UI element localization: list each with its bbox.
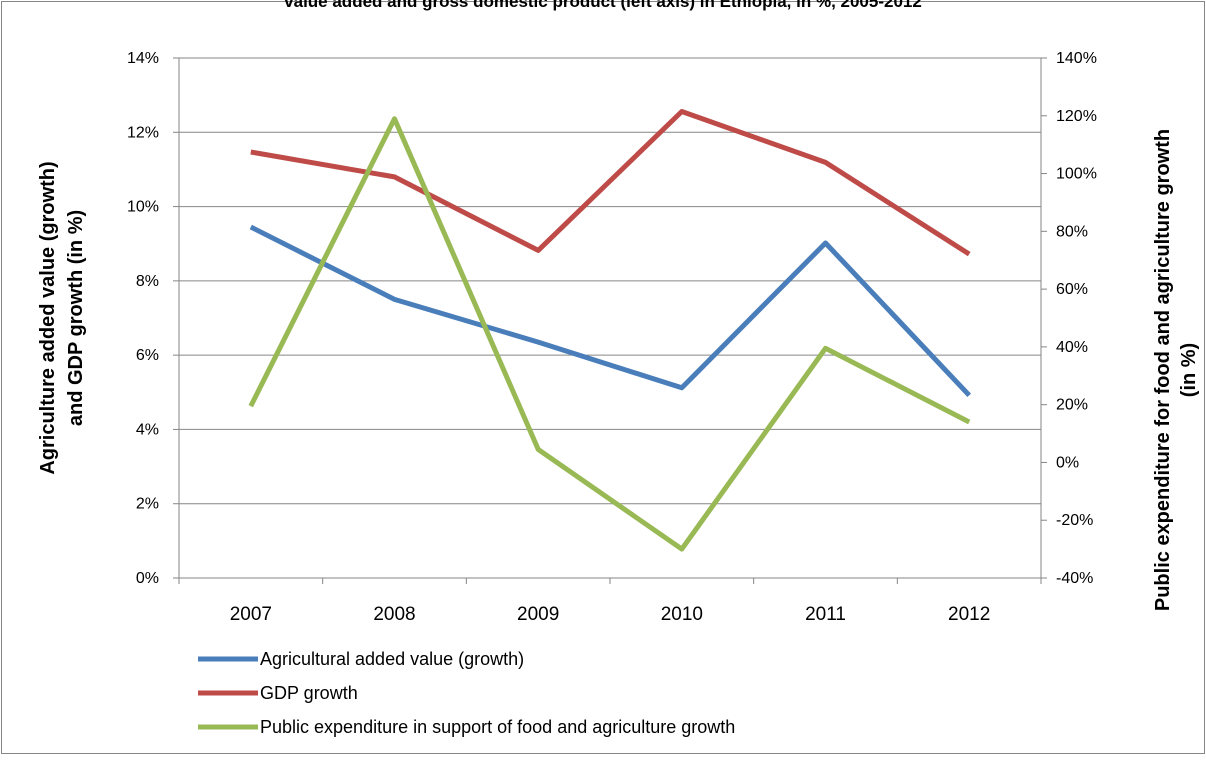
x-axis-tick-label: 2012 bbox=[948, 604, 990, 625]
gridlines bbox=[179, 57, 1041, 505]
right-axis-title-line: Public expenditure for food and agricult… bbox=[1152, 129, 1174, 611]
legend-label: GDP growth bbox=[260, 683, 358, 703]
right-axis-tick-label: 40% bbox=[1056, 339, 1088, 356]
left-axis-tick-label: 4% bbox=[136, 421, 159, 438]
right-axis-tick-label: -40% bbox=[1056, 570, 1093, 587]
left-axis-tick-label: 2% bbox=[136, 496, 159, 513]
x-axis-tick-label: 2009 bbox=[517, 604, 559, 625]
left-axis-tick-label: 0% bbox=[136, 570, 159, 587]
axes: 0% 2% 4% 6% 8% 10% 12% 14% -40% -20% 0% 20% 40% 60% 80… bbox=[37, 50, 1200, 625]
right-axis-tick-label: 120% bbox=[1056, 108, 1097, 125]
right-axis-tick-label: 100% bbox=[1056, 166, 1097, 183]
x-axis-tick-label: 2011 bbox=[805, 604, 846, 625]
left-axis-tick-label: 12% bbox=[127, 124, 159, 141]
legend-label: Agricultural added value (growth) bbox=[260, 649, 524, 669]
series-line-2 bbox=[250, 109, 971, 257]
x-axis-tick-label: 2007 bbox=[230, 604, 272, 625]
chart-title: value added and gross domestic product (… bbox=[284, 0, 922, 11]
right-axis-tick-label: 80% bbox=[1056, 223, 1088, 240]
left-axis-tick-label: 6% bbox=[136, 347, 159, 364]
series-line-1 bbox=[249, 224, 972, 398]
legend: Agricultural added value (growth) GDP gro… bbox=[198, 649, 735, 737]
right-axis-tick-label: 140% bbox=[1056, 50, 1097, 67]
x-axis-tick-label: 2008 bbox=[373, 604, 415, 625]
right-axis-title-line: (in %) bbox=[1178, 343, 1200, 397]
x-axis-tick-label: 2010 bbox=[661, 604, 703, 625]
left-axis-tick-label: 8% bbox=[136, 273, 159, 290]
legend-label: Public expenditure in support of food an… bbox=[260, 717, 735, 737]
series-line-3 bbox=[248, 116, 971, 552]
left-axis-title-line: and GDP growth (in %) bbox=[65, 210, 87, 426]
right-axis-tick-label: 0% bbox=[1056, 454, 1079, 471]
left-axis-title: Agriculture added value (growth) and GDP … bbox=[37, 161, 87, 474]
right-axis-tick-label: 20% bbox=[1056, 397, 1088, 414]
left-axis-title-line: Agriculture added value (growth) bbox=[37, 161, 59, 474]
left-axis-tick-label: 10% bbox=[127, 199, 159, 216]
series-lines bbox=[248, 109, 972, 552]
right-axis-tick-label: 60% bbox=[1056, 281, 1088, 298]
right-axis-tick-label: -20% bbox=[1056, 512, 1093, 529]
right-axis-title: Public expenditure for food and agricult… bbox=[1152, 129, 1200, 611]
left-axis-tick-label: 14% bbox=[127, 50, 159, 67]
